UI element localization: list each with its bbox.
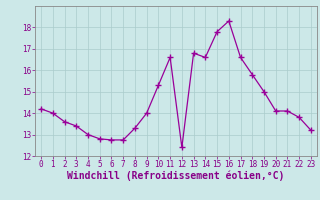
X-axis label: Windchill (Refroidissement éolien,°C): Windchill (Refroidissement éolien,°C) <box>67 171 285 181</box>
